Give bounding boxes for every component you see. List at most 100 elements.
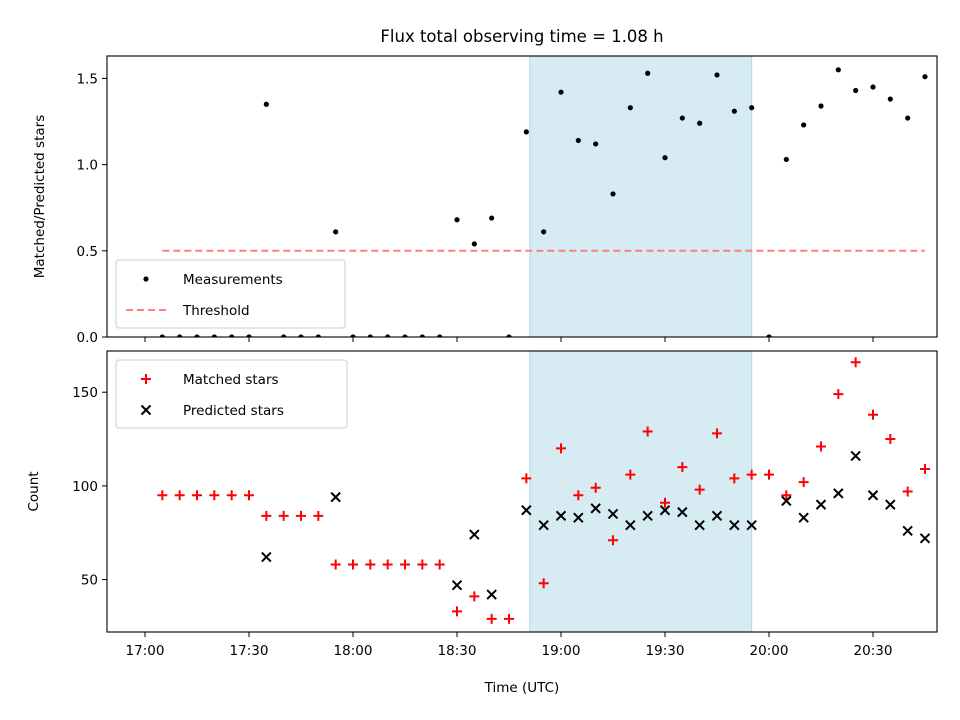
predicted-stars-point — [850, 450, 861, 462]
matched-stars-point — [902, 486, 913, 497]
x-axis-label: Time (UTC) — [484, 680, 560, 696]
matched-stars-point — [538, 578, 549, 589]
measurement-point — [558, 89, 564, 95]
measurement-point — [887, 96, 893, 102]
x-tick-label: 19:30 — [646, 643, 685, 659]
matched-stars-point — [573, 490, 584, 501]
legend-dot-swatch — [143, 276, 149, 282]
measurement-point — [870, 84, 876, 90]
matched-stars-point — [816, 441, 826, 452]
predicted-stars-point — [469, 529, 480, 540]
measurement-point — [922, 74, 928, 80]
x-tick-label: 18:00 — [334, 643, 373, 659]
measurement-point — [177, 334, 183, 337]
data-layer — [157, 357, 931, 624]
matched-stars-point — [400, 559, 410, 570]
matched-stars-point — [833, 389, 844, 400]
matched-stars-point — [746, 469, 757, 480]
matched-stars-point — [556, 443, 566, 454]
matched-stars-point — [174, 490, 185, 501]
predicted-stars-point — [625, 520, 636, 531]
matched-stars-point — [868, 409, 878, 420]
matched-stars-point — [278, 510, 289, 521]
y-tick-label: 1.5 — [77, 71, 98, 87]
matched-stars-point — [261, 510, 272, 521]
y-tick-label: 150 — [72, 385, 98, 401]
measurement-point — [541, 229, 547, 235]
data-layer — [159, 67, 928, 337]
matched-stars-point — [313, 510, 324, 521]
measurement-point — [731, 108, 737, 114]
predicted-stars-point — [486, 589, 497, 600]
predicted-stars-point — [902, 525, 913, 537]
matched-stars-point — [504, 613, 514, 624]
measurement-point — [159, 334, 165, 337]
measurement-point — [263, 101, 269, 107]
y-tick-label: 1.0 — [77, 158, 98, 174]
measurement-point — [627, 105, 633, 111]
predicted-stars-point — [815, 499, 827, 510]
y-tick-label: 0.0 — [77, 330, 98, 346]
legend-label: Measurements — [183, 272, 283, 288]
matched-stars-point — [694, 484, 705, 495]
predicted-stars-point — [451, 579, 463, 591]
measurement-point — [766, 334, 772, 337]
legend-x-swatch — [140, 404, 152, 416]
matched-stars-point — [590, 482, 601, 493]
y-axis-label: Count — [26, 471, 42, 511]
matched-stars-point — [348, 559, 358, 570]
matched-stars-point — [209, 490, 220, 501]
legend: Matched stars Predicted stars — [115, 359, 348, 429]
measurement-point — [298, 334, 304, 337]
measurement-point — [523, 129, 529, 135]
matched-stars-point — [625, 469, 636, 480]
measurement-point — [818, 103, 824, 109]
matched-stars-point — [330, 559, 341, 570]
matched-stars-point — [608, 535, 618, 546]
observing-window-shade — [529, 350, 753, 633]
y-axis-label: Matched/Predicted stars — [32, 115, 48, 278]
x-tick-label: 20:00 — [750, 643, 789, 659]
predicted-stars-point — [642, 510, 653, 522]
matched-stars-point — [642, 426, 653, 437]
predicted-stars-point — [555, 510, 567, 522]
measurement-point — [471, 241, 477, 247]
predicted-stars-point — [798, 512, 809, 523]
measurement-point — [333, 229, 339, 235]
observing-window-shade — [529, 55, 753, 338]
measurement-point — [662, 155, 668, 161]
matched-stars-point — [434, 559, 445, 570]
measurement-point — [749, 105, 755, 111]
measurement-point — [194, 334, 200, 337]
predicted-stars-point — [746, 520, 757, 531]
legend-label: Predicted stars — [183, 403, 284, 419]
measurement-point — [454, 217, 460, 223]
measurement-point — [211, 334, 217, 337]
matched-stars-point — [521, 473, 532, 484]
measurement-point — [783, 156, 789, 163]
legend-label: Matched stars — [183, 372, 279, 388]
measurement-point — [801, 122, 807, 128]
matched-stars-point — [469, 591, 480, 602]
y-tick-label: 0.5 — [77, 244, 98, 260]
measurement-point — [835, 67, 841, 73]
legend-plus-swatch — [141, 374, 151, 384]
measurement-point — [853, 87, 859, 94]
matched-stars-point — [677, 462, 688, 473]
matched-stars-point — [157, 490, 168, 501]
measurement-point — [402, 334, 408, 337]
predicted-stars-point — [694, 520, 705, 531]
measurement-point — [905, 115, 911, 121]
predicted-stars-point — [885, 499, 896, 510]
measurement-point — [229, 334, 235, 337]
predicted-stars-point — [781, 495, 792, 507]
legend-box — [115, 259, 346, 329]
matched-stars-point — [226, 490, 237, 501]
matched-stars-point — [660, 497, 670, 508]
matched-stars-point — [712, 428, 722, 439]
y-tick-label: 100 — [72, 479, 98, 495]
measurement-point — [281, 334, 287, 337]
measurement-point — [697, 120, 703, 126]
matched-stars-point — [192, 490, 202, 501]
